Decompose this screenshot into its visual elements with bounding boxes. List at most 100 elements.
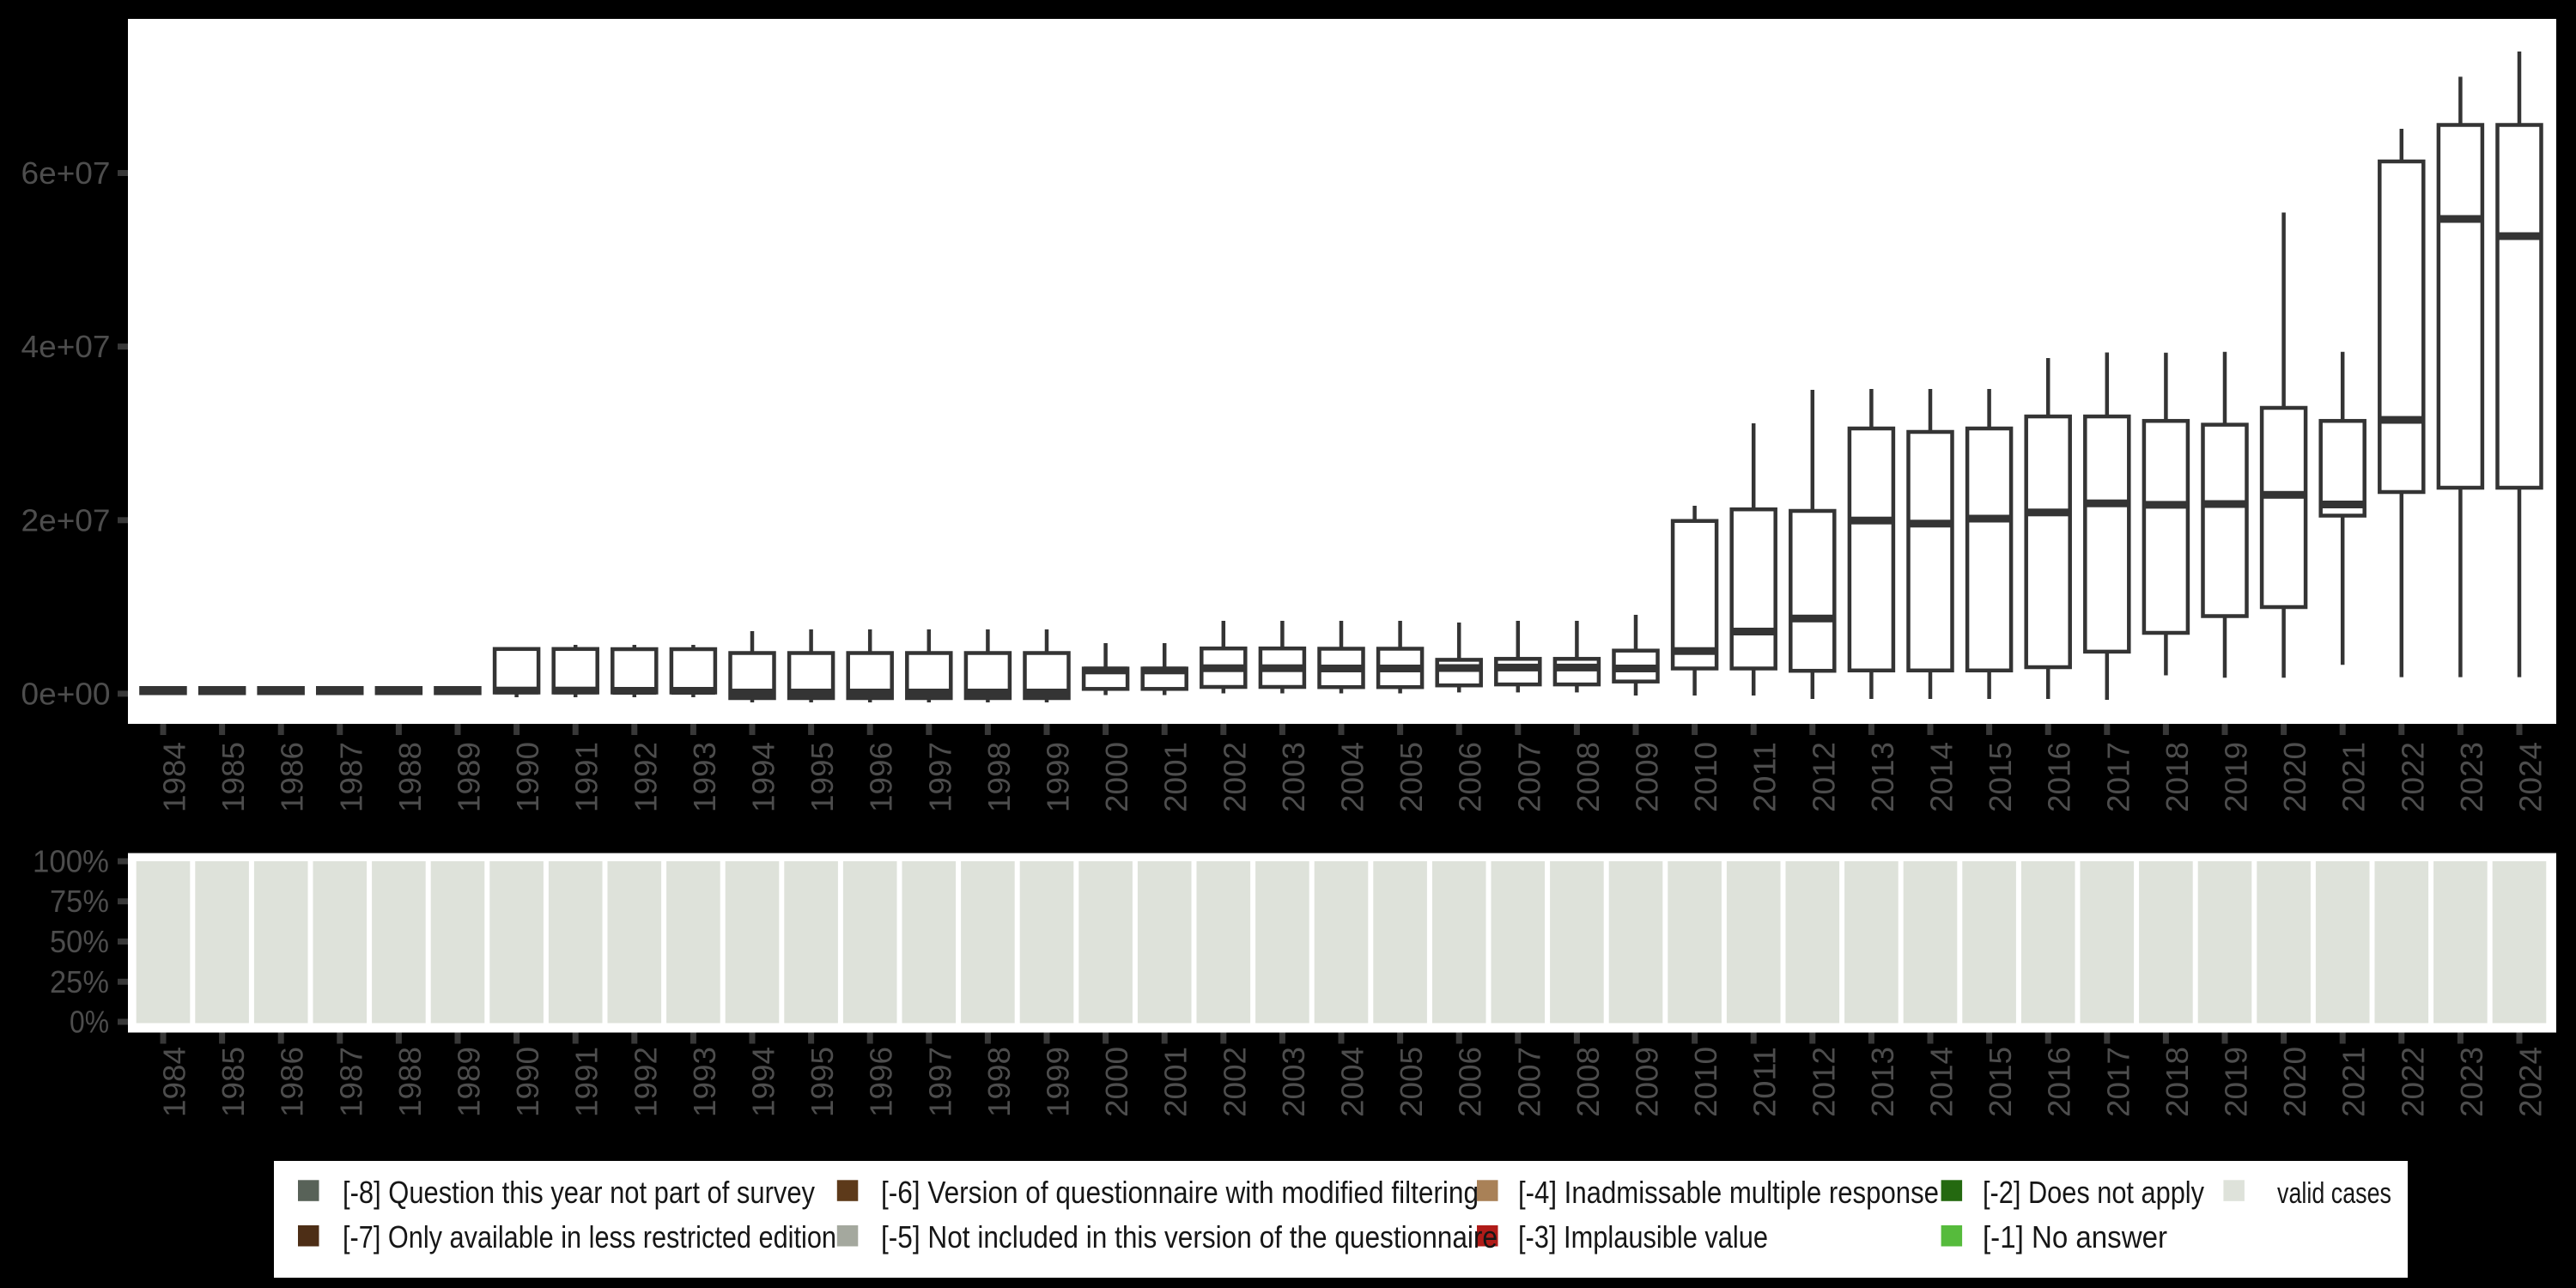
svg-text:4e+07: 4e+07 bbox=[21, 329, 111, 364]
svg-text:[-4] Inadmissable multiple res: [-4] Inadmissable multiple response bbox=[1518, 1175, 1939, 1210]
svg-text:2013: 2013 bbox=[1865, 742, 1900, 812]
svg-text:2011: 2011 bbox=[1747, 1047, 1783, 1117]
svg-text:2014: 2014 bbox=[1924, 1047, 1959, 1117]
svg-text:1996: 1996 bbox=[864, 742, 899, 812]
svg-text:1995: 1995 bbox=[805, 742, 840, 812]
svg-text:[-6] Version of questionnaire: [-6] Version of questionnaire with modif… bbox=[881, 1175, 1479, 1210]
svg-text:1995: 1995 bbox=[805, 1047, 840, 1117]
svg-text:1996: 1996 bbox=[864, 1047, 899, 1117]
svg-text:2020: 2020 bbox=[2277, 742, 2312, 812]
svg-text:2012: 2012 bbox=[1806, 1047, 1841, 1117]
svg-text:1992: 1992 bbox=[628, 1047, 663, 1117]
svg-text:[-2] Does not apply: [-2] Does not apply bbox=[1983, 1175, 2204, 1210]
svg-text:2017: 2017 bbox=[2100, 1047, 2136, 1117]
svg-text:2021: 2021 bbox=[2336, 742, 2372, 812]
svg-text:2011: 2011 bbox=[1747, 742, 1783, 812]
svg-text:2003: 2003 bbox=[1276, 1047, 1311, 1117]
svg-text:2021: 2021 bbox=[2336, 1047, 2372, 1117]
svg-text:2004: 2004 bbox=[1335, 742, 1370, 812]
svg-text:0%: 0% bbox=[70, 1005, 109, 1040]
svg-text:1989: 1989 bbox=[452, 742, 487, 812]
svg-text:2018: 2018 bbox=[2160, 742, 2195, 812]
svg-text:2001: 2001 bbox=[1158, 1047, 1194, 1117]
svg-text:2010: 2010 bbox=[1688, 742, 1723, 812]
svg-text:2005: 2005 bbox=[1394, 1047, 1429, 1117]
svg-text:100%: 100% bbox=[33, 844, 109, 879]
svg-text:2022: 2022 bbox=[2395, 742, 2430, 812]
svg-text:2010: 2010 bbox=[1688, 1047, 1723, 1117]
svg-text:[-1] No answer: [-1] No answer bbox=[1983, 1219, 2167, 1255]
svg-text:1987: 1987 bbox=[333, 1047, 368, 1117]
svg-text:1989: 1989 bbox=[452, 1047, 487, 1117]
svg-text:2017: 2017 bbox=[2100, 742, 2136, 812]
svg-text:2007: 2007 bbox=[1511, 1047, 1546, 1117]
svg-text:[-8] Question this year not pa: [-8] Question this year not part of surv… bbox=[343, 1175, 815, 1210]
svg-text:2016: 2016 bbox=[2042, 742, 2077, 812]
svg-text:2019: 2019 bbox=[2219, 742, 2254, 812]
svg-text:2018: 2018 bbox=[2160, 1047, 2195, 1117]
svg-text:2009: 2009 bbox=[1630, 742, 1665, 812]
svg-text:1988: 1988 bbox=[392, 742, 428, 812]
svg-text:1990: 1990 bbox=[510, 742, 545, 812]
svg-text:2024: 2024 bbox=[2513, 1047, 2549, 1117]
svg-text:2014: 2014 bbox=[1924, 742, 1959, 812]
svg-text:[-5] Not included in this vers: [-5] Not included in this version of the… bbox=[881, 1219, 1498, 1255]
svg-text:2006: 2006 bbox=[1453, 742, 1488, 812]
svg-text:1998: 1998 bbox=[981, 1047, 1017, 1117]
svg-text:75%: 75% bbox=[50, 884, 109, 919]
svg-text:1994: 1994 bbox=[746, 1047, 781, 1117]
svg-text:25%: 25% bbox=[50, 964, 109, 999]
svg-text:1997: 1997 bbox=[922, 742, 957, 812]
svg-text:2008: 2008 bbox=[1571, 742, 1606, 812]
svg-text:2009: 2009 bbox=[1630, 1047, 1665, 1117]
svg-text:1997: 1997 bbox=[922, 1047, 957, 1117]
svg-text:1993: 1993 bbox=[687, 742, 722, 812]
svg-text:1988: 1988 bbox=[392, 1047, 428, 1117]
svg-text:2013: 2013 bbox=[1865, 1047, 1900, 1117]
svg-text:2005: 2005 bbox=[1394, 742, 1429, 812]
svg-text:1987: 1987 bbox=[333, 742, 368, 812]
svg-text:2012: 2012 bbox=[1806, 742, 1841, 812]
svg-text:1999: 1999 bbox=[1041, 1047, 1076, 1117]
svg-text:[-7] Only available in less re: [-7] Only available in less restricted e… bbox=[343, 1219, 836, 1255]
svg-text:1992: 1992 bbox=[628, 742, 663, 812]
svg-text:2020: 2020 bbox=[2277, 1047, 2312, 1117]
svg-text:2015: 2015 bbox=[1983, 1047, 2018, 1117]
svg-text:1999: 1999 bbox=[1041, 742, 1076, 812]
svg-text:2e+07: 2e+07 bbox=[21, 502, 111, 538]
svg-text:1991: 1991 bbox=[569, 742, 605, 812]
svg-text:0e+00: 0e+00 bbox=[21, 676, 111, 711]
svg-text:2002: 2002 bbox=[1217, 1047, 1252, 1117]
svg-text:2019: 2019 bbox=[2219, 1047, 2254, 1117]
svg-text:2016: 2016 bbox=[2042, 1047, 2077, 1117]
svg-text:1990: 1990 bbox=[510, 1047, 545, 1117]
svg-text:1986: 1986 bbox=[275, 1047, 310, 1117]
svg-text:2000: 2000 bbox=[1099, 742, 1134, 812]
svg-text:1984: 1984 bbox=[157, 742, 192, 812]
svg-text:[-3] Implausible value: [-3] Implausible value bbox=[1518, 1219, 1768, 1255]
svg-text:2015: 2015 bbox=[1983, 742, 2018, 812]
svg-text:2003: 2003 bbox=[1276, 742, 1311, 812]
svg-text:1991: 1991 bbox=[569, 1047, 605, 1117]
svg-text:2023: 2023 bbox=[2454, 742, 2489, 812]
svg-text:1985: 1985 bbox=[216, 1047, 251, 1117]
svg-text:2001: 2001 bbox=[1158, 742, 1194, 812]
svg-text:50%: 50% bbox=[50, 924, 109, 959]
svg-text:1998: 1998 bbox=[981, 742, 1017, 812]
svg-text:2000: 2000 bbox=[1099, 1047, 1134, 1117]
svg-text:2006: 2006 bbox=[1453, 1047, 1488, 1117]
svg-text:2022: 2022 bbox=[2395, 1047, 2430, 1117]
svg-text:2023: 2023 bbox=[2454, 1047, 2489, 1117]
svg-text:1994: 1994 bbox=[746, 742, 781, 812]
svg-text:2007: 2007 bbox=[1511, 742, 1546, 812]
svg-text:1985: 1985 bbox=[216, 742, 251, 812]
svg-text:2002: 2002 bbox=[1217, 742, 1252, 812]
svg-text:6e+07: 6e+07 bbox=[21, 155, 111, 191]
svg-text:2024: 2024 bbox=[2513, 742, 2549, 812]
svg-text:valid cases: valid cases bbox=[2277, 1177, 2391, 1210]
svg-text:1993: 1993 bbox=[687, 1047, 722, 1117]
svg-text:2008: 2008 bbox=[1571, 1047, 1606, 1117]
svg-text:1986: 1986 bbox=[275, 742, 310, 812]
svg-text:2004: 2004 bbox=[1335, 1047, 1370, 1117]
svg-text:1984: 1984 bbox=[157, 1047, 192, 1117]
